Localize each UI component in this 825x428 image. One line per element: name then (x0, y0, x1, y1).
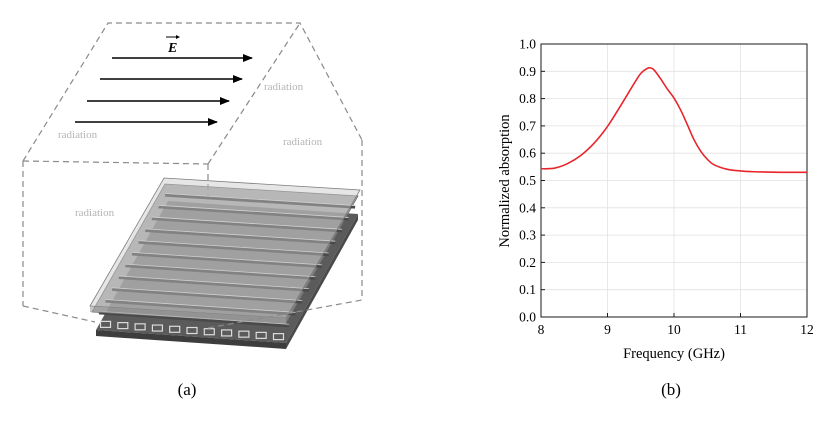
top-cover-front-side (90, 306, 286, 324)
x-tick-label: 9 (604, 322, 611, 337)
unit-cell (169, 325, 181, 333)
metal-strip (131, 252, 323, 268)
metal-strip-highlight (112, 287, 303, 301)
box-bottom-left-edge (22, 305, 96, 323)
y-tick-label: 0.1 (519, 282, 536, 297)
metal-strip (145, 228, 336, 245)
x-tick-label: 10 (667, 322, 681, 337)
x-tick-label: 11 (734, 322, 747, 337)
e-field-arrows (75, 54, 253, 126)
box-bottom-right-edge (207, 299, 363, 329)
x-tick-label: 12 (800, 322, 814, 337)
unit-cell (272, 333, 285, 341)
metal-strip (125, 264, 316, 280)
metal-strip-highlight (145, 228, 336, 242)
chart-grid (540, 43, 808, 318)
caption-b: (b) (661, 380, 681, 399)
metal-strip (105, 299, 296, 316)
unit-cell (117, 322, 129, 330)
e-field-label: E (167, 41, 177, 56)
y-tick-label: 0.5 (519, 173, 536, 188)
absorption-series-line (540, 66, 807, 174)
y-tick-label: 0.0 (519, 310, 536, 325)
metal-strip-highlight (131, 252, 323, 266)
top-cover-layer (89, 177, 361, 319)
e-field-vector-arrowhead (176, 35, 180, 39)
y-tick-label: 0.9 (519, 64, 536, 79)
caption-a: (a) (178, 380, 197, 399)
metal-strip (158, 205, 349, 221)
substrate-front-side (96, 330, 286, 349)
metal-strip-highlight (105, 299, 296, 313)
unit-cell (186, 326, 198, 335)
metal-strip-highlight (125, 263, 316, 278)
radiation-label-top-left: radiation (58, 129, 98, 141)
radiation-label-top-right: radiation (264, 81, 304, 93)
x-axis-label: Frequency (GHz) (623, 346, 725, 362)
radiation-label-left: radiation (75, 207, 115, 219)
y-tick-label: 0.7 (519, 118, 536, 133)
x-axis-ticks: 8 9 10 11 12 (538, 313, 814, 337)
box-top-front-left-edge (22, 160, 209, 165)
y-axis-ticks: 0.0 0.1 0.2 0.3 0.4 0.5 0.6 0.7 0.8 0.9 1.0 (519, 37, 545, 325)
y-tick-label: 0.6 (519, 146, 536, 161)
unit-cell (99, 320, 112, 328)
metal-strip-highlight (118, 275, 309, 290)
y-axis-label: Normalized absorption (497, 114, 513, 248)
box-top-front-right-edge (207, 22, 301, 165)
metal-strip (138, 240, 329, 257)
y-tick-label: 0.3 (519, 228, 536, 243)
metal-strip-highlight (151, 216, 342, 230)
metal-strip-highlight (158, 204, 349, 218)
unit-cell (220, 329, 233, 337)
y-tick-label: 0.4 (519, 200, 536, 215)
substrate-right-side (286, 214, 358, 349)
metal-strip (98, 311, 289, 328)
radiation-label-right: radiation (283, 136, 323, 148)
unit-cell (203, 328, 215, 336)
unit-cell (151, 324, 164, 332)
metal-strip (151, 217, 342, 233)
metal-strip-highlight (165, 193, 356, 206)
panel-b-chart: 0.0 0.1 0.2 0.3 0.4 0.5 0.6 0.7 0.8 0.9 1.0 8 9 10 11… (497, 37, 814, 400)
metal-strip-array (98, 193, 356, 328)
x-tick-label: 8 (538, 322, 545, 337)
metal-strip (165, 193, 356, 209)
y-tick-label: 0.8 (519, 91, 536, 106)
metal-strip-highlight (138, 240, 329, 254)
panel-a-illustration: E radiation radiation radiation radiatio… (22, 22, 363, 399)
absorber-structure (89, 177, 361, 349)
radiation-box-front-edges (207, 299, 363, 329)
unit-cell-grid (99, 320, 285, 341)
box-top-back-edge (22, 22, 363, 162)
unit-cell (255, 331, 267, 339)
y-tick-label: 0.2 (519, 255, 536, 270)
metal-strip (112, 287, 303, 304)
unit-cell (238, 330, 250, 338)
metal-strip (118, 276, 309, 292)
unit-cell (134, 323, 146, 331)
y-tick-label: 1.0 (519, 37, 536, 52)
